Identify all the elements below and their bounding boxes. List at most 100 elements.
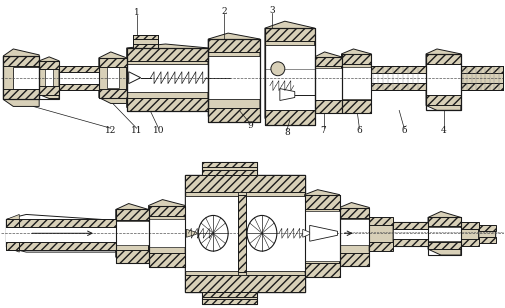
Polygon shape	[265, 21, 315, 125]
Text: 3: 3	[269, 6, 275, 15]
Bar	[133, 35, 158, 39]
Bar	[341, 67, 371, 99]
Bar	[208, 39, 260, 52]
Bar	[315, 57, 341, 113]
Ellipse shape	[247, 215, 277, 251]
Bar	[339, 219, 369, 245]
Bar	[185, 175, 305, 292]
Bar	[238, 192, 246, 275]
Bar	[426, 64, 461, 95]
Bar	[127, 64, 208, 91]
Bar	[148, 205, 185, 267]
Bar	[305, 212, 339, 261]
Bar	[13, 67, 39, 90]
Bar	[339, 253, 369, 266]
Polygon shape	[341, 49, 371, 113]
Bar	[116, 250, 148, 263]
Polygon shape	[129, 72, 140, 84]
Polygon shape	[127, 44, 208, 111]
Bar	[265, 28, 315, 125]
Bar	[39, 61, 59, 99]
Polygon shape	[280, 89, 295, 100]
Ellipse shape	[271, 62, 285, 76]
Bar	[461, 66, 502, 73]
Bar	[127, 98, 208, 111]
Text: 6: 6	[357, 126, 362, 135]
Bar	[203, 292, 257, 304]
Polygon shape	[315, 52, 341, 113]
Bar	[133, 35, 158, 48]
Bar	[99, 58, 127, 98]
Bar	[7, 242, 116, 250]
Polygon shape	[305, 190, 339, 277]
Bar	[315, 57, 341, 66]
Polygon shape	[426, 49, 461, 110]
Bar	[148, 219, 185, 247]
Bar	[39, 86, 59, 95]
Bar	[428, 217, 461, 226]
Polygon shape	[116, 204, 148, 263]
Bar	[4, 89, 39, 99]
Polygon shape	[310, 225, 337, 241]
Bar	[2, 6, 503, 153]
Polygon shape	[369, 217, 393, 251]
Bar	[369, 242, 393, 251]
Bar	[59, 72, 99, 84]
Polygon shape	[4, 49, 39, 107]
Bar	[7, 242, 19, 250]
Text: 4: 4	[441, 126, 447, 135]
Bar	[2, 162, 503, 306]
Bar	[371, 66, 426, 90]
Bar	[461, 66, 502, 90]
Bar	[426, 54, 461, 64]
Bar	[4, 56, 39, 99]
Bar	[479, 225, 495, 231]
Bar	[461, 83, 502, 90]
Bar	[305, 263, 339, 277]
Polygon shape	[99, 52, 127, 103]
Bar	[208, 39, 260, 122]
Text: 2: 2	[221, 7, 227, 16]
Bar	[265, 45, 315, 112]
Bar	[133, 44, 158, 48]
Bar	[371, 73, 426, 83]
Bar	[339, 208, 369, 218]
Bar	[371, 66, 426, 90]
Bar	[428, 227, 461, 241]
Ellipse shape	[198, 215, 228, 251]
Bar	[133, 35, 158, 48]
Bar	[371, 83, 426, 90]
Polygon shape	[479, 225, 495, 243]
Text: 12: 12	[105, 126, 117, 135]
Bar	[203, 292, 257, 297]
Text: 9: 9	[247, 121, 253, 130]
Bar	[185, 196, 305, 271]
Bar	[393, 229, 428, 239]
Bar	[461, 239, 479, 246]
Bar	[7, 219, 116, 227]
Bar	[305, 195, 339, 209]
Text: 11: 11	[131, 126, 142, 135]
Bar	[116, 221, 148, 245]
Bar	[116, 209, 148, 263]
Bar	[393, 222, 428, 246]
Bar	[369, 217, 393, 225]
Bar	[238, 195, 246, 272]
Polygon shape	[208, 33, 260, 122]
Polygon shape	[428, 212, 461, 255]
Bar	[341, 54, 371, 113]
Bar	[59, 66, 99, 90]
Polygon shape	[302, 229, 310, 237]
Bar	[127, 48, 208, 61]
Polygon shape	[148, 200, 185, 267]
Bar	[127, 48, 208, 111]
Bar	[116, 209, 148, 221]
Text: 10: 10	[153, 126, 164, 135]
Bar	[148, 253, 185, 267]
Text: 8: 8	[284, 128, 290, 137]
Bar	[208, 108, 260, 122]
Text: б: б	[401, 126, 407, 135]
Polygon shape	[39, 57, 59, 99]
Bar	[265, 28, 315, 41]
Bar	[461, 66, 502, 90]
